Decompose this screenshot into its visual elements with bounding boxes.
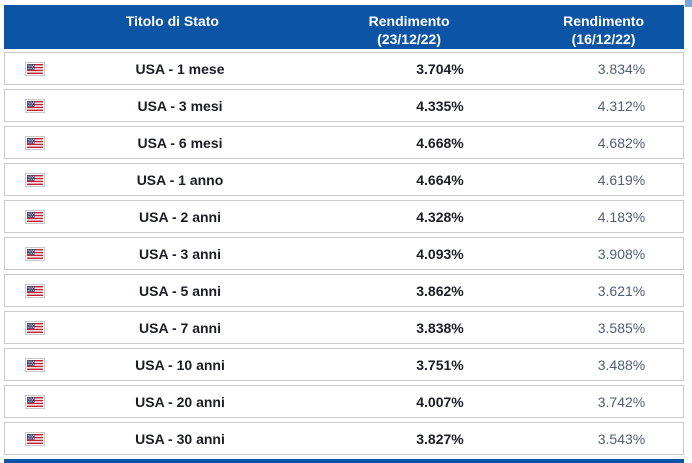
table-row: USA - 2 anni 4.328% 4.183% (4, 200, 684, 233)
yield-previous: 3.543% (597, 430, 646, 447)
yield-previous: 3.585% (597, 319, 646, 336)
yield-previous: 3.834% (597, 60, 646, 77)
yield-previous: 3.488% (597, 356, 646, 373)
col-header-rendimento-previous-label: Rendimento (563, 13, 644, 29)
col-header-rendimento-current-label: Rendimento (368, 13, 450, 29)
flag-cell (5, 246, 65, 261)
yield-current: 4.668% (416, 134, 464, 151)
flag-cell (5, 357, 65, 372)
usa-flag-icon (25, 61, 45, 76)
yield-current: 3.862% (416, 282, 464, 299)
table-row: USA - 1 anno 4.664% 4.619% (4, 163, 684, 196)
usa-flag-icon (25, 98, 45, 113)
flag-cell (5, 135, 65, 150)
usa-flag-icon (25, 320, 45, 335)
yield-current: 4.335% (416, 97, 464, 114)
flag-cell (5, 172, 65, 187)
table-row: USA - 10 anni 3.751% 3.488% (4, 348, 684, 381)
flag-cell (5, 209, 65, 224)
table-row: USA - 6 mesi 4.668% 4.682% (4, 126, 684, 159)
bond-name: USA - 6 mesi (137, 134, 223, 151)
usa-flag-icon (25, 172, 45, 187)
bond-name: USA - 5 anni (139, 282, 221, 299)
col-header-flag-spacer (4, 5, 62, 49)
usa-flag-icon (25, 394, 45, 409)
yield-current: 3.827% (416, 430, 464, 447)
yield-current: 4.664% (416, 171, 464, 188)
yield-current: 3.704% (416, 60, 464, 77)
flag-cell (5, 431, 65, 446)
usa-flag-icon (25, 283, 45, 298)
bond-name: USA - 1 mese (135, 60, 225, 77)
bond-name: USA - 1 anno (136, 171, 224, 188)
yield-current: 4.093% (416, 245, 464, 262)
usa-flag-icon (25, 209, 45, 224)
bond-name: USA - 2 anni (139, 208, 221, 225)
yield-current: 3.751% (416, 356, 464, 373)
table-row: USA - 1 mese 3.704% 3.834% (4, 52, 684, 85)
table-body: USA - 1 mese 3.704% 3.834% (4, 52, 684, 455)
flag-cell (5, 320, 65, 335)
flag-cell (5, 98, 65, 113)
yield-previous: 4.682% (597, 134, 646, 151)
bond-name: USA - 20 anni (135, 393, 225, 410)
table-header-row: Titolo di Stato Rendimento (23/12/22) Re… (4, 5, 684, 49)
table-row: USA - 30 anni 3.827% 3.543% (4, 422, 684, 455)
bond-name: USA - 30 anni (135, 430, 225, 447)
table-row: USA - 3 anni 4.093% 3.908% (4, 237, 684, 270)
col-header-titolo-di-stato: Titolo di Stato (125, 13, 219, 29)
bond-yields-table: Titolo di Stato Rendimento (23/12/22) Re… (4, 5, 684, 463)
usa-flag-icon (25, 135, 45, 150)
yield-previous: 3.908% (597, 245, 646, 262)
table-row: USA - 20 anni 4.007% 3.742% (4, 385, 684, 418)
table-row: USA - 5 anni 3.862% 3.621% (4, 274, 684, 307)
scrollbar-fragment (685, 0, 692, 7)
next-table-header-partial (4, 459, 684, 463)
flag-cell (5, 283, 65, 298)
flag-cell (5, 61, 65, 76)
bond-name: USA - 3 mesi (137, 97, 223, 114)
yield-current: 4.328% (416, 208, 464, 225)
yield-previous: 4.619% (597, 171, 646, 188)
yield-previous: 4.312% (597, 97, 646, 114)
table-row: USA - 3 mesi 4.335% 4.312% (4, 89, 684, 122)
col-header-rendimento-current: Rendimento (23/12/22) (283, 5, 563, 49)
usa-flag-icon (25, 246, 45, 261)
yield-previous: 4.183% (597, 208, 646, 225)
usa-flag-icon (25, 357, 45, 372)
col-header-rendimento-current-date: (23/12/22) (377, 31, 441, 47)
bond-name: USA - 3 anni (139, 245, 221, 262)
col-header-rendimento-previous: Rendimento (16/12/22) (563, 5, 684, 49)
yield-previous: 3.621% (597, 282, 646, 299)
col-header-rendimento-previous-date: (16/12/22) (571, 31, 636, 47)
yield-previous: 3.742% (597, 393, 646, 410)
usa-flag-icon (25, 431, 45, 446)
table-row: USA - 7 anni 3.838% 3.585% (4, 311, 684, 344)
yield-current: 3.838% (416, 319, 464, 336)
flag-cell (5, 394, 65, 409)
yield-current: 4.007% (416, 393, 464, 410)
bond-name: USA - 7 anni (139, 319, 221, 336)
bond-name: USA - 10 anni (135, 356, 225, 373)
